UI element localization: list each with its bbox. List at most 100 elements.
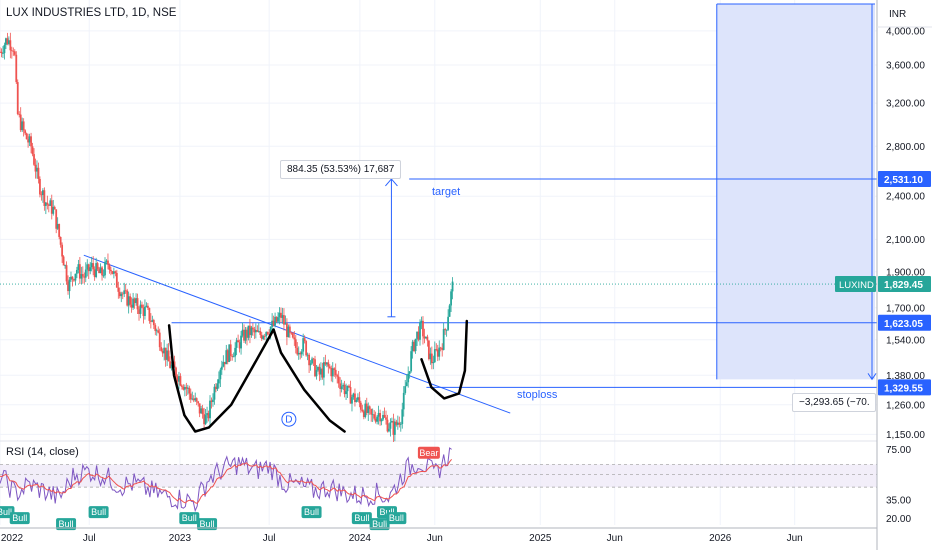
- price-tick-label: 1,700.00: [886, 303, 925, 314]
- candle-body: [444, 329, 447, 331]
- candle-body: [40, 194, 43, 196]
- candle-body: [450, 291, 452, 306]
- candle-body: [203, 414, 205, 425]
- bear-badge: [417, 446, 440, 459]
- price-tick-label: 1,900.00: [886, 267, 925, 278]
- candle-body: [359, 402, 362, 410]
- candle-body: [266, 332, 269, 334]
- candle-body: [89, 267, 92, 272]
- projection-rect: [716, 4, 875, 380]
- candle-body: [124, 290, 127, 292]
- target-label: target: [432, 186, 461, 198]
- candle-body: [37, 167, 40, 179]
- loss-box: −3,293.65 (−70.: [792, 393, 876, 412]
- bull-badge-label: Bull: [304, 507, 319, 517]
- candle-body: [281, 315, 284, 318]
- candle-body: [365, 403, 368, 413]
- candle-body: [254, 330, 257, 333]
- candle-body: [251, 327, 254, 330]
- candle-body: [33, 154, 35, 165]
- candle-body: [200, 408, 203, 414]
- price-tick-label: 1,150.00: [886, 430, 925, 441]
- candle-body: [274, 316, 276, 326]
- candle-body: [327, 362, 330, 367]
- candle-body: [379, 412, 381, 422]
- pattern-left-curve: [167, 324, 346, 433]
- price-tick-label: 2,400.00: [886, 192, 925, 203]
- bull-badge-label: Bull: [372, 519, 387, 529]
- price-tick-label: 2,800.00: [886, 142, 925, 153]
- neckline-price-badge-label: 1,623.05: [884, 319, 923, 330]
- price-tick-label: 2,100.00: [886, 235, 925, 246]
- candle-body: [283, 315, 285, 325]
- candle-body: [175, 367, 177, 377]
- candle-body: [25, 133, 28, 140]
- price-tick-label: 1,260.00: [886, 400, 925, 411]
- candle-body: [169, 361, 171, 369]
- candle-body: [31, 146, 34, 155]
- stoploss-label: stoploss: [517, 389, 558, 401]
- candle-body: [90, 263, 93, 268]
- currency-label[interactable]: INR: [889, 9, 907, 20]
- candle-body: [314, 359, 316, 377]
- bull-badge-label: Bull: [182, 513, 197, 523]
- candle-body: [340, 386, 343, 389]
- pattern-right-curve: [420, 319, 469, 400]
- candle-body: [247, 325, 250, 338]
- candle-body: [346, 385, 349, 392]
- candle-body: [121, 293, 124, 295]
- candle-body: [432, 362, 435, 364]
- candle-body: [389, 422, 392, 429]
- candle-body: [120, 293, 123, 297]
- candle-body: [181, 385, 183, 387]
- candle-body: [228, 344, 231, 362]
- candle-body: [302, 338, 305, 352]
- candle-body: [232, 356, 235, 358]
- candle-body: [6, 38, 9, 44]
- symbol-title: LUX INDUSTRIES LTD, 1D, NSE: [6, 7, 177, 19]
- candle-body: [28, 136, 31, 143]
- candle-body: [151, 320, 154, 322]
- candle-body: [68, 279, 71, 292]
- bull-badge: [179, 512, 200, 525]
- candle-body: [293, 337, 296, 340]
- time-tick-label: Jun: [427, 533, 443, 544]
- candle-body: [259, 331, 262, 335]
- candle-body: [0, 51, 3, 54]
- candle-body: [330, 367, 333, 377]
- candle-body: [27, 139, 29, 143]
- candle-body: [246, 329, 248, 338]
- candle-body: [44, 202, 47, 206]
- candle-body: [192, 398, 195, 401]
- candle-body: [386, 419, 389, 432]
- candle-body: [98, 269, 100, 274]
- candle-body: [300, 351, 303, 355]
- candle-body: [148, 307, 151, 321]
- candle-body: [24, 130, 27, 134]
- candle-body: [115, 272, 118, 288]
- bull-badge-label: Bull: [91, 507, 106, 517]
- candle-body: [288, 326, 291, 333]
- candle-body: [185, 387, 188, 389]
- candle-body: [334, 369, 337, 376]
- candle-body: [268, 333, 271, 335]
- candle-body: [402, 392, 405, 410]
- candle-body: [52, 206, 55, 214]
- candle-body: [249, 325, 251, 336]
- candle-body: [408, 371, 411, 374]
- time-tick-label: Jul: [263, 533, 276, 544]
- candle-body: [117, 287, 120, 292]
- candle-body: [290, 332, 293, 334]
- candle-body: [312, 358, 315, 360]
- candle-body: [287, 326, 290, 338]
- candle-body: [358, 397, 361, 403]
- candle-body: [5, 38, 7, 45]
- candle-body: [129, 296, 132, 305]
- candle-body: [410, 351, 413, 372]
- candle-body: [383, 414, 386, 418]
- candle-body: [370, 409, 373, 415]
- time-tick-label: Jun: [607, 533, 623, 544]
- candle-body: [30, 136, 32, 147]
- candle-body: [277, 317, 279, 322]
